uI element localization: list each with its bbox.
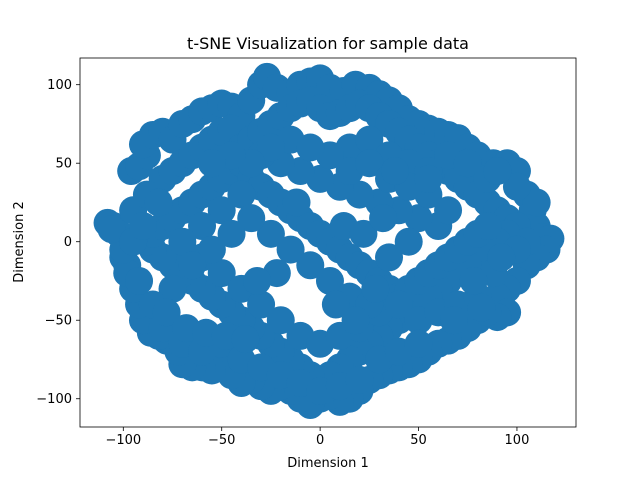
scatter-point	[178, 251, 207, 280]
scatter-point	[227, 180, 256, 209]
points-layer	[93, 62, 565, 420]
scatter-point	[296, 133, 325, 162]
x-axis-label: Dimension 1	[287, 456, 369, 471]
scatter-point	[355, 149, 384, 178]
scatter-point	[369, 204, 398, 233]
scatter-point	[487, 243, 516, 272]
scatter-point	[247, 290, 276, 319]
scatter-point	[453, 149, 482, 178]
x-tick-label: 50	[410, 433, 427, 448]
scatter-point	[276, 235, 305, 264]
scatter-point	[414, 164, 443, 193]
scatter-point	[434, 196, 463, 225]
x-tick-label: −50	[208, 433, 235, 448]
y-tick-label: 100	[47, 78, 72, 93]
scatter-point	[207, 259, 236, 288]
scatter-point	[380, 157, 409, 186]
scatter-point	[522, 188, 551, 217]
scatter-point	[197, 149, 226, 178]
scatter-point	[345, 365, 374, 394]
scatter-point	[384, 290, 413, 319]
scatter-point	[231, 325, 260, 354]
y-tick-label: 0	[64, 235, 72, 250]
scatter-point	[256, 133, 285, 162]
plot-area-frame	[79, 57, 577, 428]
scatter-point	[459, 266, 488, 295]
scatter-point	[315, 266, 344, 295]
scatter-point	[144, 188, 173, 217]
scatter-point	[473, 212, 502, 241]
scatter-point	[439, 306, 468, 335]
scatter-point	[502, 172, 531, 201]
chart-title: t-SNE Visualization for sample data	[187, 34, 469, 53]
y-axis: −100 −50 0 50 100	[36, 78, 80, 407]
x-tick-label: 0	[316, 433, 324, 448]
scatter-point	[168, 227, 197, 256]
scatter-point	[207, 196, 236, 225]
y-axis-label: Dimension 2	[12, 201, 27, 283]
scatter-point	[152, 298, 181, 327]
scatter-point	[128, 212, 157, 241]
scatter-point	[483, 157, 512, 186]
y-tick-label: 50	[55, 157, 72, 172]
scatter-point	[188, 212, 217, 241]
x-tick-label: −100	[105, 433, 141, 448]
scatter-point	[355, 125, 384, 154]
scatter-point	[394, 227, 423, 256]
scatter-point	[361, 274, 390, 303]
scatter-point	[404, 329, 433, 358]
scatter-point	[467, 293, 496, 322]
scatter-point	[321, 290, 350, 319]
y-tick-label: −50	[45, 314, 72, 329]
x-tick-label: 100	[505, 433, 530, 448]
scatter-point	[237, 204, 266, 233]
scatter-point	[97, 215, 126, 244]
scatter-point	[341, 306, 370, 335]
scatter-point	[266, 306, 295, 335]
scatter-point	[282, 188, 311, 217]
scatter-point	[375, 243, 404, 272]
scatter-point	[217, 219, 246, 248]
y-tick-label: −100	[36, 392, 72, 407]
scatter-point	[125, 266, 154, 295]
scatter-point	[158, 274, 187, 303]
scatter-point	[296, 251, 325, 280]
x-axis: −100 −50 0 50 100	[105, 427, 529, 448]
scatter-point	[256, 219, 285, 248]
scatter-point	[349, 219, 378, 248]
scatter-point	[197, 235, 226, 264]
scatter-point	[243, 266, 272, 295]
